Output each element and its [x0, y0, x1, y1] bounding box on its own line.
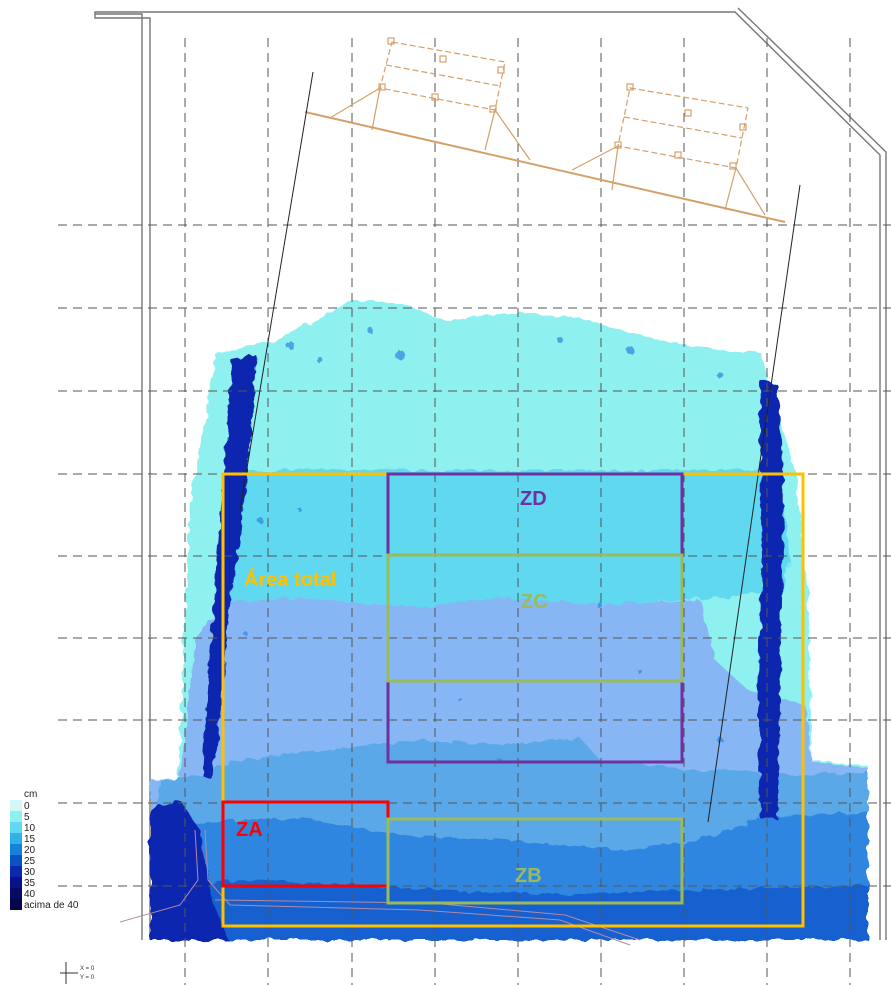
reference-lines [239, 71, 801, 823]
legend-label: 5 [24, 812, 30, 823]
zone-label-area-total: Área total [244, 568, 336, 591]
legend-unit: cm [24, 789, 37, 800]
zone-label-zd: ZD [520, 488, 547, 510]
zone-zb[interactable] [386, 817, 684, 905]
legend-swatch [10, 844, 22, 855]
legend-swatch [10, 866, 22, 877]
legend-swatch [10, 877, 22, 888]
zone-label-zb: ZB [515, 865, 542, 887]
depth-band-west-trench [202, 355, 256, 780]
top-structure [304, 37, 786, 223]
legend-swatch [10, 855, 22, 866]
legend-label: 25 [24, 856, 36, 867]
origin-x-label: X = 0 [80, 966, 95, 972]
legend-label: 40 [24, 889, 36, 900]
zone-rectangles [221, 472, 805, 928]
depth-band-southwest-pit [150, 800, 228, 940]
legend-swatch [10, 833, 22, 844]
legend-label: 10 [24, 823, 36, 834]
legend-label: 0 [24, 801, 30, 812]
zone-zc[interactable] [386, 553, 684, 683]
legend-swatch [10, 800, 22, 811]
site-boundary [94, 7, 887, 940]
legend-swatch [10, 899, 22, 910]
legend-swatch [10, 811, 22, 822]
zone-label-zc: ZC [521, 591, 548, 613]
depth-band-10 [228, 470, 790, 608]
legend-label: 35 [24, 878, 36, 889]
origin-y-label: Y = 0 [80, 975, 95, 981]
depth-band-east-trench [758, 380, 784, 820]
legend-label: 15 [24, 834, 36, 845]
legend-swatch [10, 888, 22, 899]
depth-surface [150, 300, 868, 940]
legend-swatch [10, 822, 22, 833]
origin-marker: X = 0 Y = 0 [60, 962, 95, 984]
legend-label: 20 [24, 845, 36, 856]
legend-label: acima de 40 [24, 900, 79, 911]
legend-label: 30 [24, 867, 36, 878]
zone-label-za: ZA [236, 819, 263, 841]
